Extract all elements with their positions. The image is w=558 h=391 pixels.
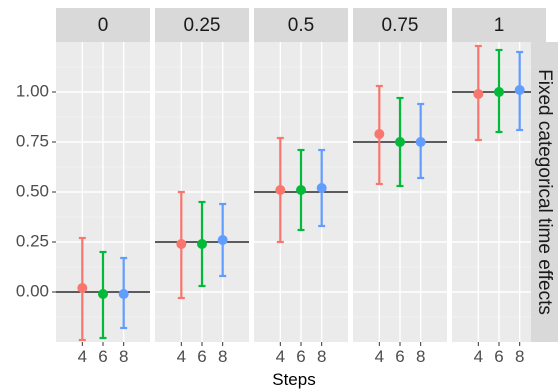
point-estimate bbox=[494, 87, 504, 97]
facet-panel: 0 4 6 8 bbox=[56, 8, 150, 366]
x-tick-label: 8 bbox=[218, 347, 227, 366]
point-estimate bbox=[98, 289, 108, 299]
point-estimate bbox=[275, 185, 286, 195]
right-strip-background bbox=[531, 42, 558, 342]
point-estimate bbox=[473, 89, 484, 99]
point-estimate bbox=[217, 235, 228, 245]
x-axis-title: Steps bbox=[272, 370, 315, 389]
facet-strip bbox=[56, 8, 150, 42]
x-tick-label: 4 bbox=[375, 347, 384, 366]
x-tick-label: 4 bbox=[78, 347, 87, 366]
x-tick-label: 4 bbox=[474, 347, 483, 366]
point-estimate bbox=[296, 185, 306, 195]
facet-strip bbox=[155, 8, 249, 42]
facet-panels: 04 6 80.254 6 80.54 6 80.754 6 814 6 8 bbox=[56, 8, 546, 366]
facet-strip bbox=[353, 8, 447, 42]
x-tick-label: 4 bbox=[177, 347, 186, 366]
facet-strip-label: 0.5 bbox=[288, 15, 314, 36]
facet-strip-label: 0.25 bbox=[184, 15, 221, 36]
point-estimate bbox=[395, 137, 405, 147]
point-estimate bbox=[197, 239, 207, 249]
point-estimate bbox=[77, 283, 88, 293]
x-tick-label: 6 bbox=[98, 347, 107, 366]
right-strip: Fixed categorical time effects bbox=[531, 42, 558, 342]
point-estimate bbox=[415, 137, 426, 147]
y-axis: 0.00 0.25 0.50 0.75 1.00 bbox=[16, 81, 56, 300]
point-estimate bbox=[176, 239, 187, 249]
point-estimate bbox=[514, 85, 525, 95]
x-tick-label: 8 bbox=[416, 347, 425, 366]
y-tick-label: 0.00 bbox=[16, 281, 49, 300]
point-estimate bbox=[118, 289, 129, 299]
point-estimate bbox=[316, 183, 327, 193]
facet-strip bbox=[254, 8, 348, 42]
facet-strip bbox=[452, 8, 546, 42]
y-tick-label: 0.25 bbox=[16, 231, 49, 250]
x-tick-label: 4 bbox=[276, 347, 285, 366]
y-tick-label: 0.50 bbox=[16, 181, 49, 200]
x-tick-label: 8 bbox=[119, 347, 128, 366]
y-tick-label: 0.75 bbox=[16, 131, 49, 150]
facet-panel: 0.25 4 6 8 bbox=[155, 8, 249, 366]
facet-panel: 0.5 4 6 8 bbox=[254, 8, 348, 366]
x-tick-label: 6 bbox=[197, 347, 206, 366]
y-tick-label: 1.00 bbox=[16, 81, 49, 100]
x-tick-label: 8 bbox=[317, 347, 326, 366]
facet-panel: 0.75 4 6 8 bbox=[353, 8, 447, 366]
x-tick-label: 6 bbox=[296, 347, 305, 366]
facet-strip-label: 0 bbox=[98, 15, 109, 36]
x-tick-label: 8 bbox=[515, 347, 524, 366]
point-estimate bbox=[374, 129, 385, 139]
x-tick-label: 6 bbox=[494, 347, 503, 366]
facet-strip-label: 0.75 bbox=[382, 15, 419, 36]
facet-panel: 1 4 6 8 bbox=[452, 8, 546, 366]
right-strip-label: Fixed categorical time effects bbox=[534, 69, 555, 315]
facet-strip-label: 1 bbox=[494, 15, 505, 36]
x-tick-label: 6 bbox=[395, 347, 404, 366]
